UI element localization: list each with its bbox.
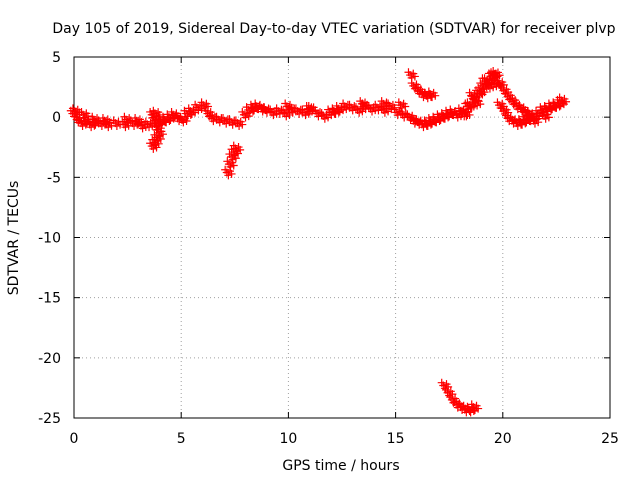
data-point xyxy=(394,98,410,112)
x-tick-label: 0 xyxy=(70,431,79,447)
grid-lines xyxy=(74,57,610,418)
plus-marker xyxy=(362,101,371,110)
data-point xyxy=(225,150,240,164)
data-point xyxy=(131,113,146,128)
data-point xyxy=(229,141,245,156)
data-point xyxy=(437,109,453,123)
data-point xyxy=(152,126,167,140)
data-point xyxy=(527,113,543,128)
plus-marker xyxy=(182,116,191,125)
data-point xyxy=(555,93,571,108)
data-point xyxy=(302,101,318,116)
plus-marker xyxy=(231,154,240,163)
plus-marker xyxy=(203,102,212,111)
data-point xyxy=(197,98,212,112)
data-point xyxy=(396,107,412,122)
data-point xyxy=(404,68,419,82)
data-point xyxy=(482,79,498,93)
plus-marker xyxy=(309,106,318,115)
plus-marker xyxy=(384,101,393,110)
x-tick-label: 20 xyxy=(494,431,512,447)
plus-marker xyxy=(431,91,440,100)
y-tick-label: -5 xyxy=(47,170,61,186)
data-point xyxy=(221,165,236,180)
data-point xyxy=(461,99,476,114)
data-point xyxy=(311,106,326,121)
plus-marker xyxy=(476,100,485,109)
data-point xyxy=(493,76,508,91)
plus-marker xyxy=(467,103,476,112)
x-axis-label: GPS time / hours xyxy=(282,458,399,474)
data-point xyxy=(437,378,453,393)
data-point xyxy=(176,112,191,127)
y-tick-label: -15 xyxy=(38,291,61,307)
data-point xyxy=(272,104,288,118)
data-point xyxy=(98,113,114,128)
plus-marker xyxy=(489,83,498,92)
y-tick-label: -10 xyxy=(38,231,61,247)
plus-marker xyxy=(480,88,489,97)
data-point xyxy=(377,97,393,111)
axis-ticks: 0 5 10 15 20 25 5 0 -5 -10 -15 -20 -25 xyxy=(38,50,619,447)
plus-marker xyxy=(463,110,472,119)
y-tick-label: 0 xyxy=(52,110,61,126)
y-axis-label: SDTVAR / TECUs xyxy=(6,181,22,296)
x-tick-label: 5 xyxy=(177,431,186,447)
data-point xyxy=(474,83,489,98)
plus-marker xyxy=(236,145,245,154)
plus-marker xyxy=(562,97,571,106)
x-tick-label: 15 xyxy=(387,431,405,447)
data-point xyxy=(538,109,553,123)
data-point xyxy=(442,385,457,400)
plus-marker xyxy=(495,71,504,80)
y-tick-label: -20 xyxy=(38,351,61,367)
data-point xyxy=(281,99,296,114)
plus-marker xyxy=(158,130,167,139)
plus-marker xyxy=(156,135,165,144)
plus-marker xyxy=(534,118,543,127)
plus-marker xyxy=(154,139,163,148)
plus-marker xyxy=(83,112,92,121)
y-tick-label: 5 xyxy=(52,50,61,66)
data-points xyxy=(66,67,571,417)
x-tick-label: 25 xyxy=(601,431,619,447)
chart-title: Day 105 of 2019, Sidereal Day-to-day VTE… xyxy=(52,21,615,37)
data-point xyxy=(88,112,103,127)
plus-marker xyxy=(227,169,236,178)
plus-marker xyxy=(229,161,238,170)
plus-marker xyxy=(401,102,410,111)
y-tick-label: -25 xyxy=(38,411,61,427)
data-point xyxy=(489,67,504,81)
data-point xyxy=(77,107,92,122)
data-point xyxy=(356,97,371,111)
data-point xyxy=(231,116,247,130)
data-point xyxy=(467,400,483,414)
data-point xyxy=(465,88,480,103)
plus-marker xyxy=(287,103,296,112)
data-point xyxy=(469,95,485,110)
plus-marker xyxy=(544,113,553,122)
plus-marker xyxy=(137,118,146,127)
plus-marker xyxy=(105,118,114,127)
data-point xyxy=(424,87,440,102)
x-tick-label: 10 xyxy=(279,431,297,447)
plus-marker xyxy=(238,120,247,129)
data-point xyxy=(351,103,367,117)
plus-marker xyxy=(410,72,419,81)
plus-marker xyxy=(474,404,483,413)
